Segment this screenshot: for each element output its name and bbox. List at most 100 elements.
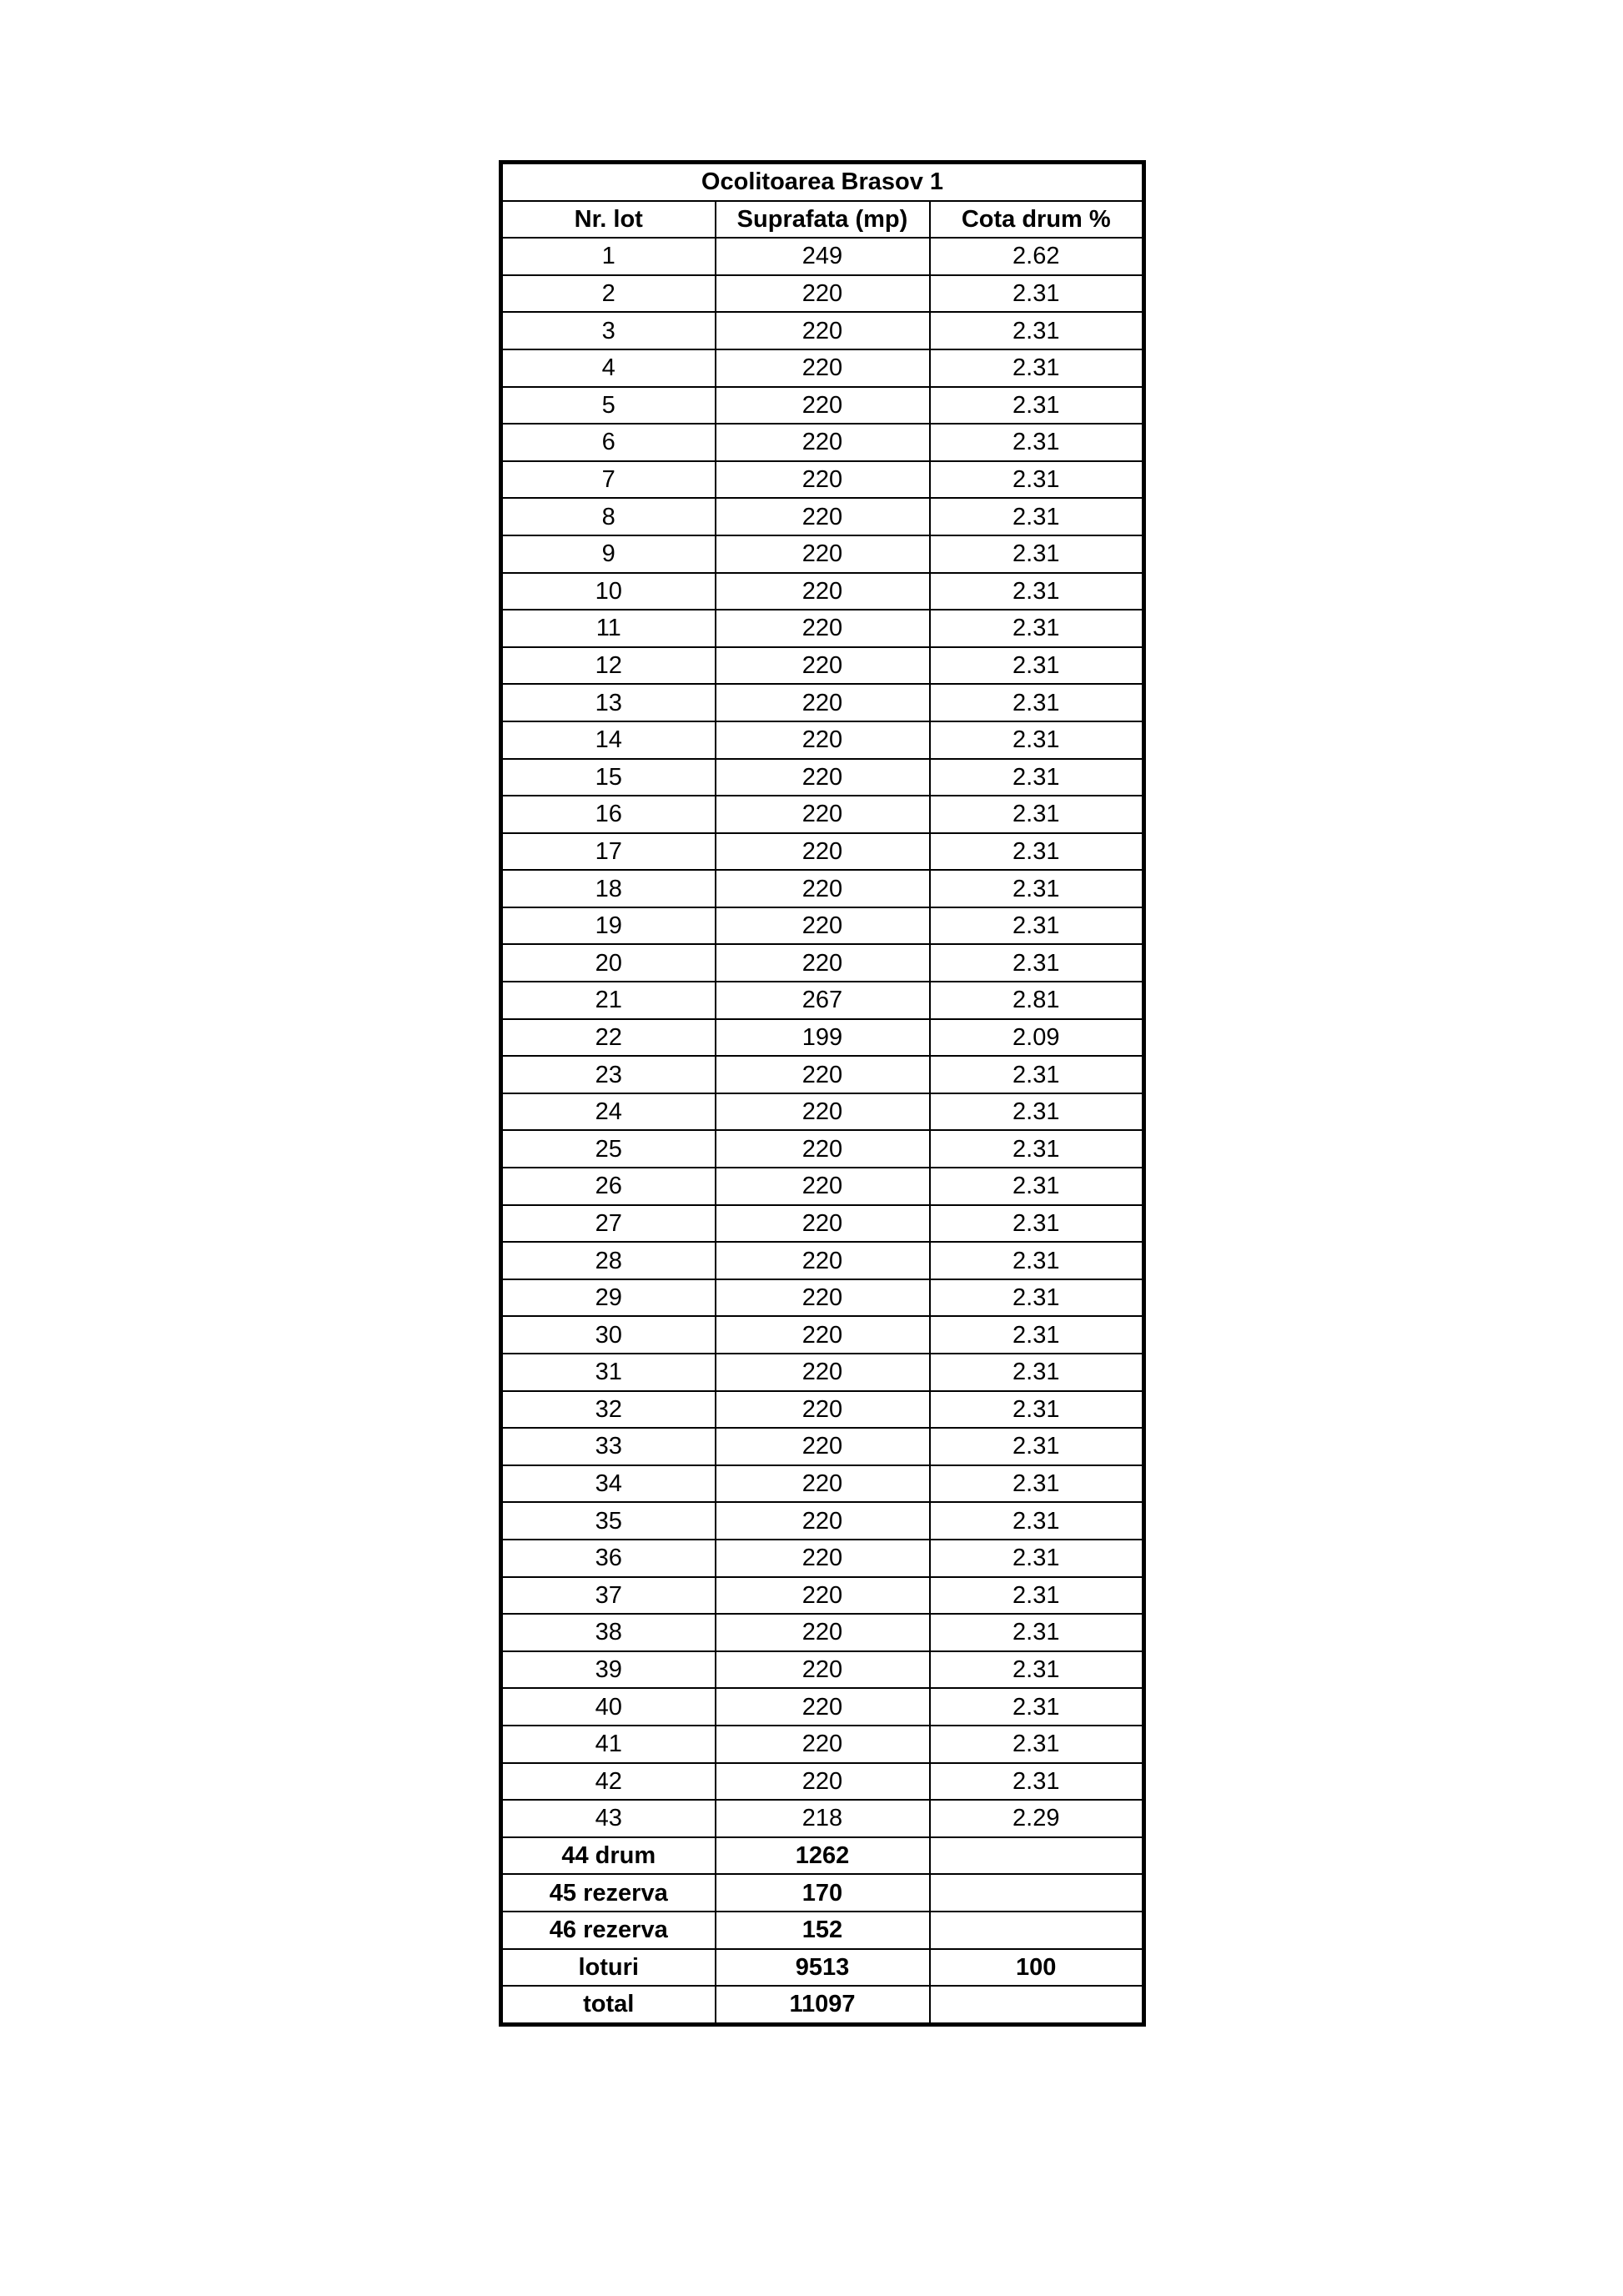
table-row: 4 220 2.31 (500, 348, 1145, 388)
cell-nr-lot: 32 (500, 1389, 716, 1429)
cell-cota-drum: 2.31 (928, 385, 1145, 425)
table-title: Ocolitoarea Brasov 1 (500, 161, 1145, 202)
cell-suprafata: 220 (714, 1613, 931, 1652)
table-row: 5 220 2.31 (500, 385, 1145, 425)
cell-cota-drum (928, 1985, 1145, 2026)
cell-nr-lot: 22 (500, 1017, 716, 1058)
cell-nr-lot: loturi (500, 1947, 716, 1987)
summary-row: 45 rezerva 170 (500, 1873, 1145, 1912)
cell-cota-drum: 2.31 (928, 1650, 1145, 1690)
cell-nr-lot: 30 (500, 1315, 716, 1354)
cell-nr-lot: 17 (500, 831, 716, 872)
cell-nr-lot: 46 rezerva (500, 1910, 716, 1950)
cell-cota-drum: 2.31 (928, 1538, 1145, 1578)
cell-cota-drum: 2.31 (928, 943, 1145, 983)
summary-row: loturi 9513 100 (500, 1947, 1145, 1987)
cell-nr-lot: 29 (500, 1278, 716, 1318)
table-row: 31 220 2.31 (500, 1353, 1145, 1392)
cell-suprafata: 220 (714, 497, 931, 536)
cell-suprafata: 152 (714, 1910, 931, 1950)
table-row: 21 267 2.81 (500, 981, 1145, 1020)
summary-row: 44 drum 1262 (500, 1836, 1145, 1876)
cell-cota-drum: 2.31 (928, 609, 1145, 648)
cell-cota-drum: 2.31 (928, 1241, 1145, 1280)
lots-table: Ocolitoarea Brasov 1 Nr. lot Suprafata (… (499, 160, 1146, 2027)
table-row: 42 220 2.31 (500, 1761, 1145, 1801)
cell-cota-drum: 2.31 (928, 423, 1145, 462)
cell-nr-lot: 38 (500, 1613, 716, 1652)
cell-cota-drum: 2.31 (928, 906, 1145, 946)
cell-suprafata: 220 (714, 385, 931, 425)
table-row: 24 220 2.31 (500, 1092, 1145, 1132)
cell-nr-lot: 6 (500, 423, 716, 462)
cell-suprafata: 220 (714, 906, 931, 946)
cell-nr-lot: 24 (500, 1092, 716, 1132)
header-suprafata: Suprafata (mp) (714, 199, 931, 239)
cell-suprafata: 220 (714, 1761, 931, 1801)
cell-cota-drum: 2.31 (928, 1501, 1145, 1540)
cell-nr-lot: total (500, 1985, 716, 2026)
cell-suprafata: 220 (714, 534, 931, 574)
cell-suprafata: 220 (714, 460, 931, 500)
cell-cota-drum: 2.62 (928, 237, 1145, 276)
cell-cota-drum: 2.31 (928, 1687, 1145, 1726)
cell-nr-lot: 5 (500, 385, 716, 425)
summary-row: 46 rezerva 152 (500, 1910, 1145, 1950)
cell-suprafata: 220 (714, 1315, 931, 1354)
cell-cota-drum: 2.31 (928, 1389, 1145, 1429)
cell-cota-drum: 2.31 (928, 683, 1145, 722)
cell-nr-lot: 1 (500, 237, 716, 276)
table-row: 3 220 2.31 (500, 311, 1145, 350)
table-row: 38 220 2.31 (500, 1613, 1145, 1652)
table-row: 28 220 2.31 (500, 1241, 1145, 1280)
table-row: 35 220 2.31 (500, 1501, 1145, 1540)
cell-cota-drum: 2.31 (928, 311, 1145, 350)
cell-suprafata: 220 (714, 274, 931, 314)
table-row: 1 249 2.62 (500, 237, 1145, 276)
title-row: Ocolitoarea Brasov 1 (500, 161, 1145, 202)
cell-nr-lot: 44 drum (500, 1836, 716, 1876)
cell-suprafata: 220 (714, 831, 931, 872)
cell-nr-lot: 9 (500, 534, 716, 574)
cell-nr-lot: 26 (500, 1167, 716, 1206)
table-row: 20 220 2.31 (500, 943, 1145, 983)
cell-suprafata: 220 (714, 1724, 931, 1764)
cell-cota-drum: 2.31 (928, 720, 1145, 760)
table-row: 26 220 2.31 (500, 1167, 1145, 1206)
cell-suprafata: 220 (714, 1575, 931, 1615)
cell-nr-lot: 45 rezerva (500, 1873, 716, 1912)
cell-suprafata: 199 (714, 1017, 931, 1058)
cell-cota-drum: 2.31 (928, 1613, 1145, 1652)
header-nr-lot: Nr. lot (500, 199, 716, 239)
cell-cota-drum: 2.31 (928, 1055, 1145, 1094)
cell-cota-drum: 2.09 (928, 1017, 1145, 1058)
cell-nr-lot: 39 (500, 1650, 716, 1690)
cell-cota-drum: 2.31 (928, 1353, 1145, 1392)
cell-nr-lot: 7 (500, 460, 716, 500)
cell-suprafata: 220 (714, 1055, 931, 1094)
cell-cota-drum: 2.31 (928, 646, 1145, 686)
cell-nr-lot: 11 (500, 609, 716, 648)
cell-nr-lot: 4 (500, 348, 716, 388)
table-row: 29 220 2.31 (500, 1278, 1145, 1318)
cell-cota-drum: 2.31 (928, 1278, 1145, 1318)
table-row: 8 220 2.31 (500, 497, 1145, 536)
cell-nr-lot: 2 (500, 274, 716, 314)
table-row: 7 220 2.31 (500, 460, 1145, 500)
table-row: 6 220 2.31 (500, 423, 1145, 462)
table-row: 12 220 2.31 (500, 646, 1145, 686)
cell-nr-lot: 28 (500, 1241, 716, 1280)
cell-suprafata: 220 (714, 348, 931, 388)
cell-nr-lot: 33 (500, 1427, 716, 1466)
cell-suprafata: 220 (714, 1241, 931, 1280)
header-cota-drum: Cota drum % (928, 199, 1145, 239)
table-row: 15 220 2.31 (500, 757, 1145, 797)
cell-cota-drum: 2.31 (928, 571, 1145, 611)
cell-suprafata: 220 (714, 1650, 931, 1690)
cell-suprafata: 220 (714, 720, 931, 760)
cell-nr-lot: 16 (500, 795, 716, 834)
cell-nr-lot: 14 (500, 720, 716, 760)
cell-cota-drum: 2.31 (928, 1724, 1145, 1764)
table-row: 11 220 2.31 (500, 609, 1145, 648)
cell-cota-drum: 2.29 (928, 1799, 1145, 1838)
